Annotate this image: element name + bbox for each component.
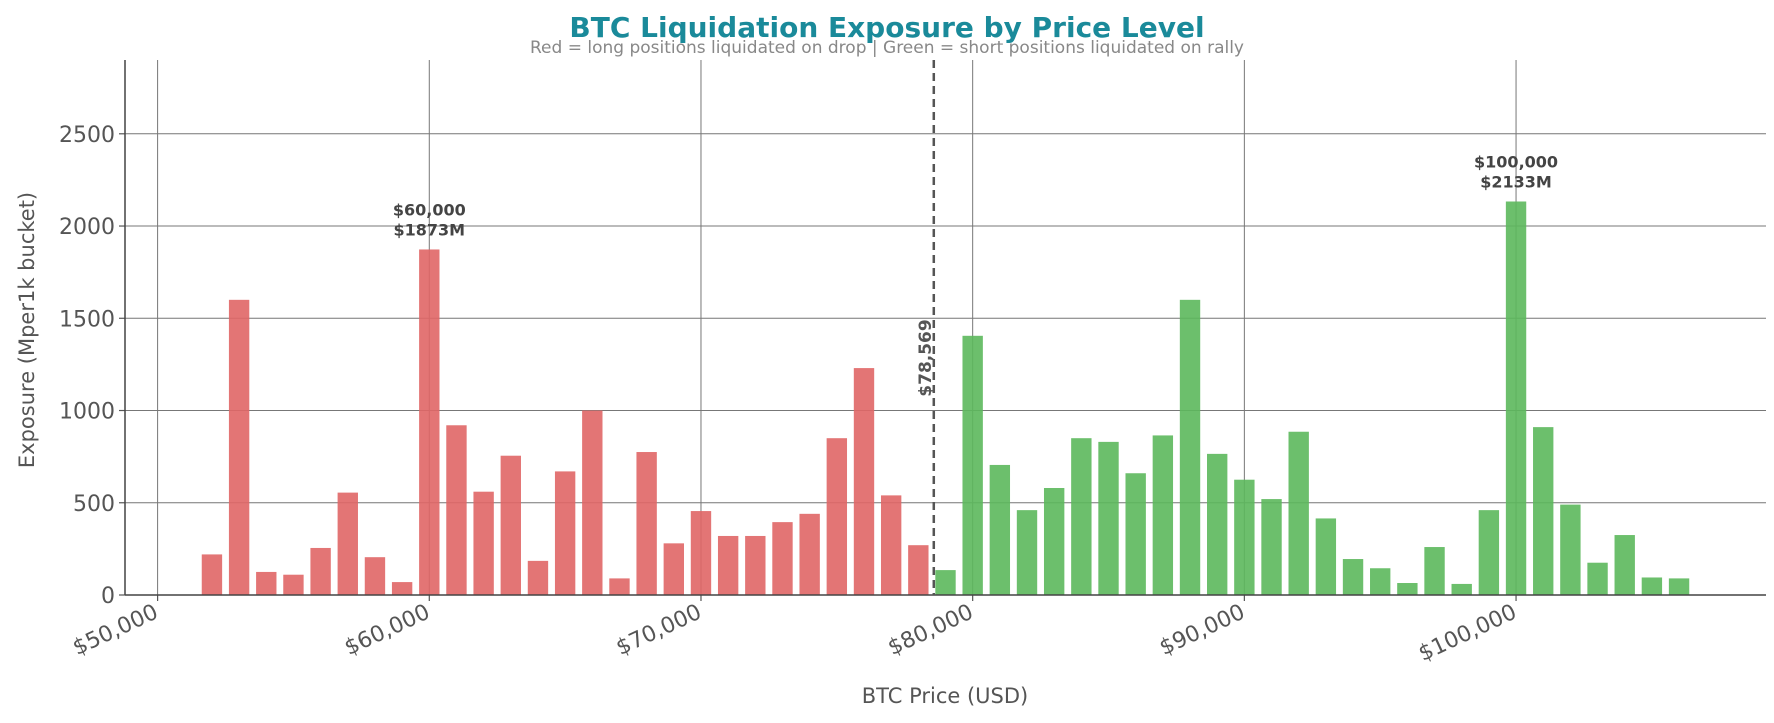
bar (826, 438, 848, 595)
bar (1071, 438, 1092, 595)
bar (1152, 435, 1174, 595)
bar (1533, 427, 1554, 595)
bar (473, 491, 494, 595)
bar (772, 522, 793, 595)
x-tick-label: $90,000 (1156, 600, 1249, 661)
x-axis-label: BTC Price (USD) (862, 684, 1029, 708)
bar (1614, 535, 1635, 595)
bar (962, 335, 983, 595)
annotation: $2133M (1480, 172, 1552, 191)
bar (1424, 547, 1445, 595)
bar (1315, 518, 1337, 595)
bar (1207, 453, 1228, 595)
bar (310, 547, 331, 595)
bar (1505, 201, 1527, 595)
bar (364, 557, 386, 595)
bar (1016, 510, 1038, 595)
bar (1668, 578, 1690, 595)
bar (1587, 562, 1608, 595)
bar (609, 578, 630, 595)
bar (1397, 583, 1418, 595)
chart-title: BTC Liquidation Exposure by Price Level (569, 11, 1204, 44)
bar (989, 464, 1011, 595)
annotation: $1873M (393, 220, 465, 239)
bar (908, 545, 929, 595)
bar (1125, 473, 1146, 595)
bar (527, 560, 549, 595)
bar (1234, 479, 1255, 595)
x-tick-label: $60,000 (341, 600, 434, 661)
bar (1098, 441, 1119, 595)
bar (337, 492, 358, 595)
bar (690, 511, 712, 595)
y-tick-label: 1500 (59, 307, 115, 332)
y-axis-label: Exposure (Mper1k bucket) (15, 192, 39, 468)
bar (636, 452, 657, 595)
bar (1179, 299, 1201, 595)
bar (1641, 577, 1663, 595)
x-tick-label: $50,000 (69, 600, 162, 661)
bar (1478, 510, 1500, 595)
y-tick-label: 2500 (59, 123, 115, 148)
bar (554, 471, 576, 595)
bar (1043, 488, 1065, 595)
bar (799, 513, 820, 595)
annotation: $100,000 (1474, 152, 1558, 171)
y-tick-label: 500 (73, 492, 115, 517)
bar (935, 570, 956, 595)
bar (1560, 504, 1581, 595)
y-tick-label: 0 (101, 584, 115, 609)
current-price-label: $78,569 (916, 319, 936, 396)
bar (745, 535, 766, 595)
y-tick-label: 1000 (59, 400, 115, 425)
y-tick-label: 2000 (59, 215, 115, 240)
bar (1451, 583, 1472, 595)
bar (1288, 431, 1309, 595)
bar (853, 368, 875, 595)
annotation: $60,000 (393, 200, 466, 219)
bar (582, 410, 603, 595)
chart-subtitle: Red = long positions liquidated on drop … (530, 38, 1244, 58)
bar (228, 299, 250, 595)
bar (1261, 499, 1282, 595)
bar (500, 455, 521, 595)
bar (283, 574, 304, 595)
x-tick-label: $80,000 (884, 600, 977, 661)
bar (663, 543, 684, 595)
x-tick-label: $70,000 (612, 600, 705, 661)
bar (201, 554, 223, 595)
bar (391, 582, 413, 595)
bar (256, 571, 277, 595)
bar (880, 495, 902, 595)
bar (1342, 559, 1364, 595)
x-tick-label: $100,000 (1415, 600, 1521, 667)
bar (446, 425, 467, 595)
bar (1370, 568, 1391, 595)
bar (419, 249, 440, 595)
bar (717, 535, 739, 595)
